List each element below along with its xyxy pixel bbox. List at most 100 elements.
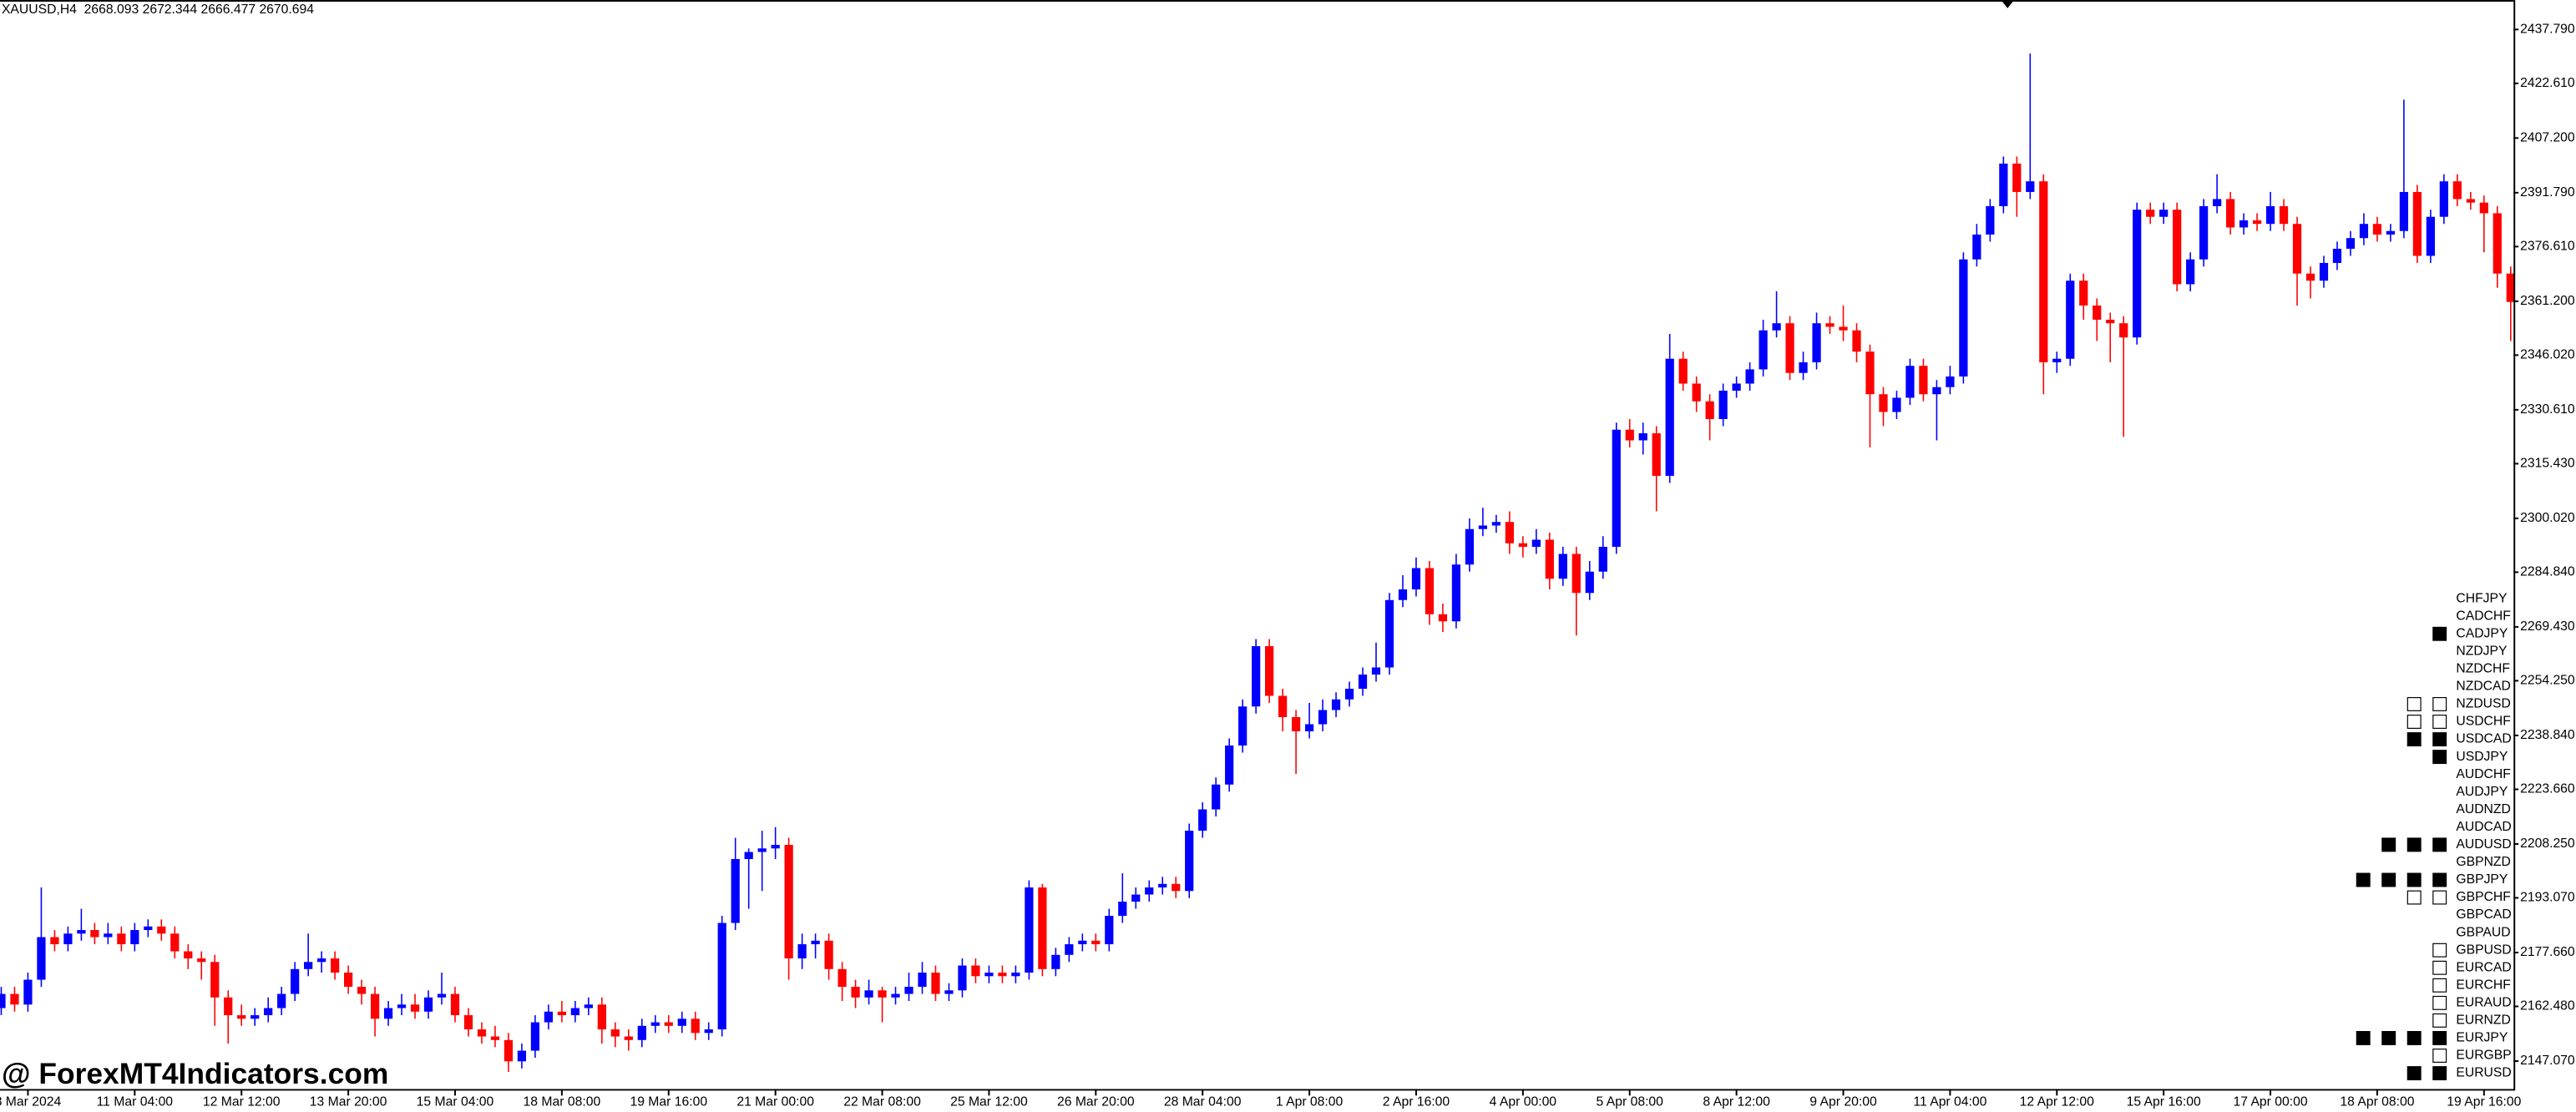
x-tick-label: 18 Apr 08:00 <box>2340 1094 2414 1109</box>
pair-label: NZDJPY <box>2456 644 2508 658</box>
candle-body <box>1678 358 1688 384</box>
candle-body <box>1999 163 2008 206</box>
x-tick-label: 12 Mar 12:00 <box>203 1094 281 1109</box>
candle-body <box>1238 706 1248 746</box>
candle-body <box>2239 220 2249 228</box>
candle-body <box>2093 305 2102 320</box>
candle-body <box>2079 281 2088 306</box>
x-tick-label: 26 Mar 20:00 <box>1057 1094 1135 1109</box>
candle-body <box>1425 568 1435 614</box>
x-tick-label: 21 Mar 00:00 <box>736 1094 814 1109</box>
candle-body <box>944 990 954 994</box>
candle-body <box>1518 543 1527 547</box>
strength-box <box>2406 890 2422 905</box>
candle-body <box>90 930 99 938</box>
candle-body <box>104 933 113 938</box>
candle-body <box>984 973 994 977</box>
candle-body <box>1772 323 1781 331</box>
strength-box <box>2432 1031 2447 1045</box>
pair-label: USDCAD <box>2456 732 2511 746</box>
candle-body <box>2332 248 2342 263</box>
x-tick-label: 8 Apr 12:00 <box>1703 1094 1770 1109</box>
candle-body <box>2319 262 2329 281</box>
candle-body <box>1799 361 1808 373</box>
candle-body <box>811 940 820 945</box>
candle-body <box>2305 273 2315 281</box>
candle-body <box>1384 599 1394 668</box>
candle-body <box>144 926 153 931</box>
candle-body <box>1785 323 1794 373</box>
candle-body <box>1692 383 1701 402</box>
candle-body <box>1118 902 1127 917</box>
pair-label: EURCHF <box>2456 978 2510 992</box>
strength-box <box>2432 750 2447 765</box>
candle-body <box>251 1015 260 1019</box>
candle-body <box>797 944 807 959</box>
pair-label: CADJPY <box>2456 626 2508 640</box>
pair-label: EURJPY <box>2456 1031 2508 1045</box>
candle-body <box>824 940 833 969</box>
candle-body <box>1091 940 1101 945</box>
candle-body <box>891 993 900 998</box>
shift-marker <box>2001 0 2015 8</box>
candle-body <box>331 958 340 973</box>
pair-label: AUDCAD <box>2456 820 2511 834</box>
candle-body <box>2173 210 2182 285</box>
candle-body <box>343 973 353 988</box>
candle-body <box>1612 429 1621 547</box>
candle-body <box>597 1004 606 1030</box>
candle-body <box>918 973 927 988</box>
candle-body <box>677 1018 686 1026</box>
pair-label: NZDUSD <box>2456 697 2510 711</box>
candle-body <box>1652 432 1661 476</box>
candle-body <box>1865 351 1875 395</box>
candle-body <box>2252 220 2262 225</box>
x-tick-label: 11 Apr 04:00 <box>1913 1094 1986 1109</box>
candle-body <box>370 993 380 1019</box>
y-tick-label: 2147.070 <box>2520 1054 2575 1068</box>
candle-body <box>1078 940 1087 945</box>
candle-body <box>463 1015 473 1030</box>
y-tick-label: 2177.660 <box>2520 945 2575 959</box>
candle-body <box>130 930 139 945</box>
candle-body <box>637 1025 646 1040</box>
candle-body <box>2439 181 2448 217</box>
candle-body <box>2372 224 2382 235</box>
candle-body <box>1344 689 1354 700</box>
candle-body <box>2199 205 2209 260</box>
candle-body <box>210 962 220 998</box>
candle-body <box>1986 205 1995 235</box>
candle-body <box>1892 397 1901 412</box>
candle-body <box>1531 539 1541 547</box>
candle-body <box>1318 710 1328 725</box>
candle-body <box>771 845 780 849</box>
candle-body <box>1598 546 1607 572</box>
strength-box <box>2432 978 2447 993</box>
x-tick-label: 15 Mar 04:00 <box>417 1094 494 1109</box>
candle-body <box>1265 646 1274 696</box>
candle-body <box>1879 394 1888 412</box>
candle-body <box>2492 213 2502 274</box>
candle-body <box>2399 191 2409 231</box>
y-tick-label: 2254.250 <box>2520 674 2575 688</box>
x-tick-label: 15 Apr 16:00 <box>2127 1094 2201 1109</box>
candle-body <box>1278 695 1288 718</box>
candle-body <box>757 848 767 852</box>
strength-box <box>2356 1031 2371 1045</box>
y-tick-label: 2315.430 <box>2520 457 2575 471</box>
candle-body <box>864 990 873 998</box>
y-tick-label: 2361.200 <box>2520 294 2575 308</box>
candle-body <box>851 987 860 998</box>
candle-body <box>584 1004 593 1008</box>
candle-body <box>1825 323 1835 327</box>
candle-body <box>1158 883 1167 888</box>
candle-body <box>1331 699 1341 710</box>
candle-body <box>717 922 726 1030</box>
y-tick-label: 2162.480 <box>2520 999 2575 1013</box>
candle-body <box>2066 281 2075 359</box>
candle-body <box>2026 181 2035 192</box>
candle-body <box>1491 522 1501 526</box>
pair-label: USDCHF <box>2456 715 2510 729</box>
pair-label: AUDJPY <box>2456 785 2508 799</box>
